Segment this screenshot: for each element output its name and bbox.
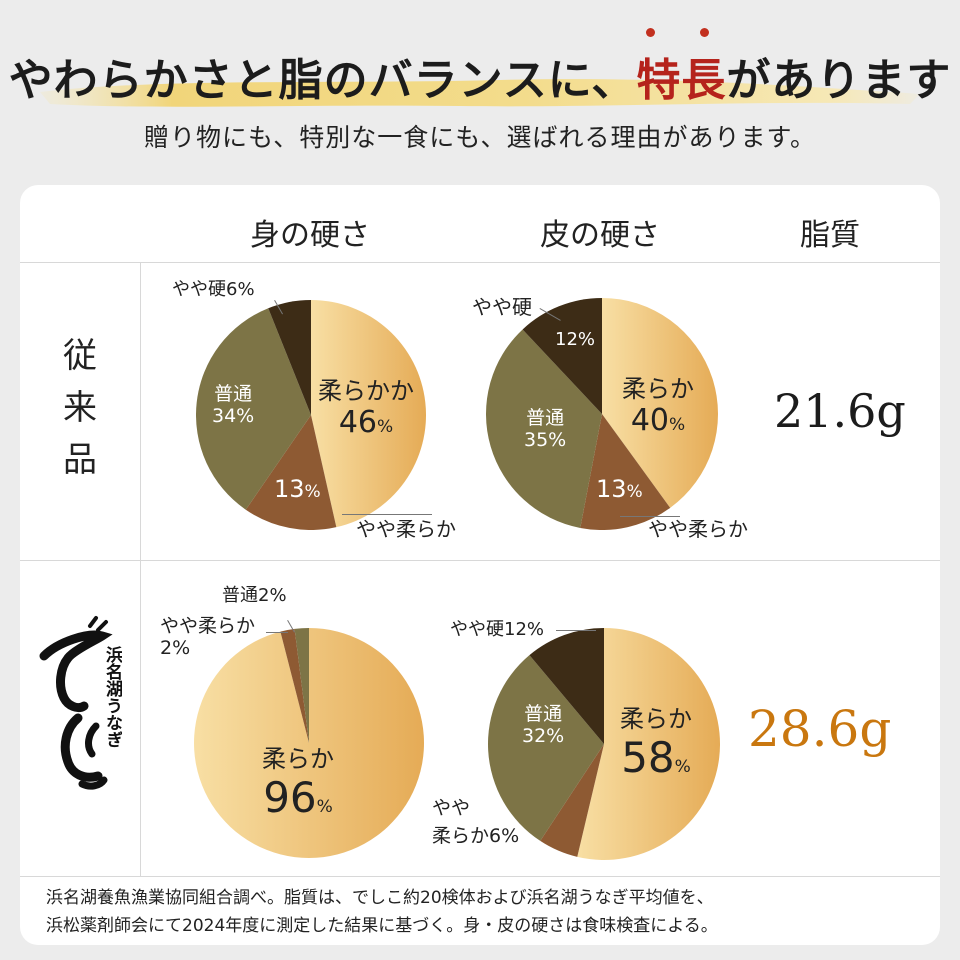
label-medium: 普通 34% — [212, 383, 255, 428]
gold-brush-stroke — [40, 79, 920, 107]
pct-sign: % — [304, 482, 321, 502]
pie-slice-普通 — [196, 308, 311, 510]
medium-text: 普通 — [526, 407, 565, 429]
title-accent-text: 特長 — [636, 55, 727, 106]
label-soft: 柔らか 58% — [620, 705, 692, 782]
pie-chart-conventional-meat — [196, 300, 426, 530]
divider — [140, 262, 141, 876]
pct-sign: % — [674, 756, 691, 777]
label-slightly-soft: やや柔らか6% — [432, 794, 519, 850]
medium-value: 35% — [524, 428, 567, 451]
pie-slice-柔らか — [194, 628, 424, 858]
pie-slice-やや硬 — [268, 300, 311, 415]
slightly-soft-text: やや — [432, 797, 471, 819]
footnote-line: 浜松薬剤師会にて2024年度に測定した結果に基づく。身・皮の硬さは食味検査による… — [46, 916, 718, 936]
pie-slice-普通 — [488, 655, 604, 841]
pie-slice-やや硬 — [522, 298, 602, 414]
label-medium: 普通 35% — [524, 407, 567, 452]
comparison-card — [20, 185, 940, 945]
title-after: があります — [726, 55, 952, 106]
column-header-skin: 皮の硬さ — [540, 218, 660, 253]
label-soft: 柔らかか 46% — [318, 377, 414, 440]
label-slightly-hard: やや硬6% — [172, 279, 255, 300]
pie-slice-柔らか — [311, 300, 426, 528]
soft-value: 46 — [338, 404, 378, 440]
label-slightly-soft-value: 13% — [274, 475, 321, 504]
soft-text: 柔らか — [622, 375, 694, 403]
pie-slice-普通 — [486, 329, 602, 528]
medium-text: 普通 — [214, 383, 253, 405]
label-slightly-soft-value: 13% — [596, 475, 643, 504]
label-medium: 普通2% — [222, 585, 287, 606]
label-medium: 普通 32% — [522, 703, 565, 748]
pct-sign: % — [316, 796, 333, 817]
fat-value-conventional: 21.6g — [774, 384, 906, 438]
pie-chart-deshiko-skin — [488, 628, 720, 860]
leader-line — [620, 516, 680, 517]
divider — [20, 876, 940, 877]
footnote-line: 浜名湖養魚漁業協同組合調べ。脂質は、でしこ約20検体および浜名湖うなぎ平均値を、 — [46, 888, 714, 908]
soft-value: 96 — [263, 772, 317, 822]
slightly-soft-text: やや柔らか — [160, 615, 256, 637]
leader-line — [342, 514, 432, 515]
medium-value: 32% — [522, 724, 565, 747]
soft-value: 40 — [630, 402, 670, 438]
pct-sign: % — [626, 482, 643, 502]
label-soft: 柔らか 96% — [262, 745, 334, 822]
pie-slice-やや柔らか — [540, 744, 604, 857]
soft-text: 柔らか — [262, 745, 334, 773]
page-subtitle: 贈り物にも、特別な一食にも、選ばれる理由があります。 — [143, 123, 816, 152]
fat-value-deshiko: 28.6g — [748, 700, 892, 758]
column-header-fat: 脂質 — [800, 218, 860, 253]
emphasis-dot — [700, 28, 710, 37]
soft-value: 58 — [621, 732, 675, 782]
slightly-soft-value: 2% — [160, 636, 191, 659]
label-slightly-hard: やや硬 — [472, 295, 532, 319]
label-slightly-hard-value: 12% — [555, 329, 596, 350]
medium-text: 普通 — [524, 703, 563, 725]
slightly-soft-value: 13 — [596, 475, 627, 503]
footnote: 浜名湖養魚漁業協同組合調べ。脂質は、でしこ約20検体および浜名湖うなぎ平均値を、… — [46, 884, 926, 940]
pie-slice-やや柔らか — [280, 628, 309, 743]
pie-slice-やや柔らか — [580, 414, 671, 530]
pie-slice-柔らか — [577, 628, 720, 860]
row-label-text: 従来品 — [63, 336, 97, 480]
slightly-soft-value: 柔らか6% — [432, 825, 520, 847]
soft-text: 柔らかか — [318, 377, 414, 405]
title-before: やわらかさと脂のバランスに、 — [8, 55, 637, 106]
pie-chart-deshiko-meat — [194, 628, 424, 858]
pct-sign: % — [669, 414, 686, 435]
label-slightly-soft: やや柔らか 2% — [160, 615, 256, 660]
label-slightly-soft: やや柔らか — [648, 517, 748, 541]
pie-chart-conventional-skin — [486, 298, 718, 530]
label-slightly-hard: やや硬12% — [450, 619, 545, 640]
pie-slice-やや柔らか — [245, 415, 337, 530]
pct-sign: % — [377, 416, 394, 437]
slightly-soft-value: 13 — [274, 475, 305, 503]
logo-text: 浜名湖うなぎ — [102, 646, 122, 748]
leader-line — [556, 630, 596, 631]
medium-value: 34% — [212, 404, 255, 427]
deshiko-logo: 浜名湖うなぎ — [39, 616, 122, 790]
pie-slice-柔らか — [602, 298, 718, 508]
pie-slice-やや硬 — [529, 628, 604, 744]
divider — [20, 262, 940, 263]
title-accent: 特長 — [636, 28, 727, 108]
emphasis-dot — [646, 28, 656, 37]
leader-line — [266, 632, 288, 633]
pie-slice-普通 — [294, 628, 309, 743]
divider — [20, 560, 940, 561]
column-header-meat: 身の硬さ — [250, 218, 370, 253]
label-slightly-soft: やや柔らか — [356, 517, 456, 541]
row-label-conventional: 従来品 — [60, 330, 100, 486]
label-soft: 柔らか 40% — [622, 375, 694, 438]
headline-area: やわらかさと脂のバランスに、 特長があります 贈り物にも、特別な一食にも、選ばれる… — [0, 0, 960, 180]
soft-text: 柔らか — [620, 705, 692, 733]
page-title: やわらかさと脂のバランスに、 特長があります — [0, 28, 960, 108]
